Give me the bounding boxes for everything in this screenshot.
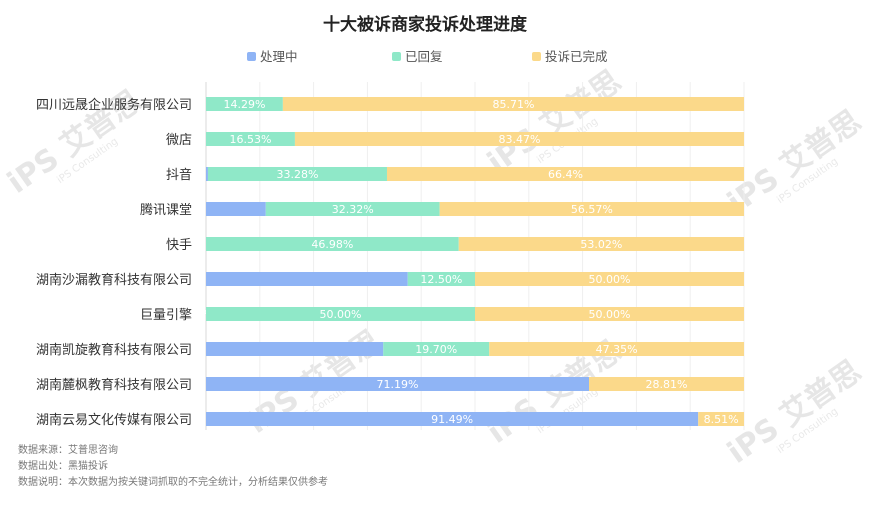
bar-segment bbox=[207, 167, 387, 181]
bar-segment bbox=[386, 167, 744, 181]
bar-segment bbox=[206, 97, 283, 111]
data-label: 66.4% bbox=[548, 168, 583, 181]
bar-segment bbox=[458, 237, 744, 251]
category-label: 腾讯课堂 bbox=[140, 202, 192, 218]
bar-segment bbox=[206, 307, 475, 321]
data-label: 91.49% bbox=[431, 413, 473, 426]
category-label: 巨量引擎 bbox=[140, 308, 192, 323]
data-label: 32.32% bbox=[332, 203, 374, 216]
chart-title: 十大被诉商家投诉处理进度 bbox=[323, 14, 528, 35]
category-label: 微店 bbox=[166, 133, 192, 148]
legend-label: 处理中 bbox=[260, 49, 298, 64]
category-label: 湖南麓枫教育科技有限公司 bbox=[36, 377, 192, 393]
data-label: 19.70% bbox=[415, 343, 457, 356]
bar-segment bbox=[265, 202, 440, 216]
legend-swatch bbox=[247, 52, 256, 61]
bar-segment bbox=[475, 307, 744, 321]
bar-segment bbox=[282, 97, 744, 111]
category-label: 四川远晟企业服务有限公司 bbox=[36, 97, 192, 113]
category-label: 抖音 bbox=[166, 167, 192, 183]
data-label: 12.50% bbox=[420, 273, 462, 286]
bar-segment bbox=[206, 412, 699, 426]
bar-segment bbox=[698, 412, 744, 426]
data-label: 46.98% bbox=[311, 238, 353, 251]
bar-segment bbox=[206, 132, 295, 146]
data-label: 83.47% bbox=[498, 133, 540, 146]
data-label: 8.51% bbox=[704, 413, 739, 426]
category-label: 湖南凯旋教育科技有限公司 bbox=[36, 342, 192, 358]
category-labels: 四川远晟企业服务有限公司微店抖音腾讯课堂快手湖南沙漏教育科技有限公司巨量引擎湖南… bbox=[36, 97, 192, 428]
data-label: 28.81% bbox=[646, 378, 688, 391]
bar-segment bbox=[589, 377, 744, 391]
legend-swatch bbox=[392, 52, 401, 61]
category-label: 湖南沙漏教育科技有限公司 bbox=[36, 272, 192, 288]
data-label: 71.19% bbox=[377, 378, 419, 391]
source-note: 数据出处：黑猫投诉 bbox=[18, 459, 108, 472]
bar-segment bbox=[407, 272, 475, 286]
data-label: 47.35% bbox=[596, 343, 638, 356]
legend-label: 投诉已完成 bbox=[545, 49, 608, 64]
bar-segment bbox=[206, 237, 459, 251]
data-label: 85.71% bbox=[492, 98, 534, 111]
bars: 14.29% 85.71% 16.53% 83.47% 33.28% 66.4% 32.32… bbox=[197, 97, 744, 426]
legend-label: 已回复 bbox=[405, 49, 443, 64]
bar-segment bbox=[383, 342, 490, 356]
data-label: 14.29% bbox=[223, 98, 265, 111]
legend-swatch bbox=[532, 52, 541, 61]
bar-segment bbox=[206, 342, 384, 356]
data-label: 50.00% bbox=[589, 308, 631, 321]
data-label: 53.02% bbox=[580, 238, 622, 251]
bar-segment bbox=[206, 377, 590, 391]
bar-segment bbox=[439, 202, 744, 216]
source-note: 数据来源：艾普思咨询 bbox=[18, 443, 118, 456]
legend: 处理中 已回复 投诉已完成 bbox=[247, 49, 608, 64]
bar-segment bbox=[475, 272, 744, 286]
category-label: 快手 bbox=[166, 238, 192, 253]
data-label: 50.00% bbox=[589, 273, 631, 286]
data-label: 16.53% bbox=[229, 133, 271, 146]
bar-segment bbox=[206, 272, 408, 286]
bar-segment bbox=[206, 167, 208, 181]
bar-segment bbox=[489, 342, 744, 356]
category-label: 湖南云易文化传媒有限公司 bbox=[36, 412, 192, 428]
watermark-text: iPS 艾普思 bbox=[481, 64, 627, 181]
source-notes: 数据来源：艾普思咨询数据出处：黑猫投诉数据说明：本次数据为按关键词抓取的不完全统… bbox=[18, 443, 328, 488]
data-label: 50.00% bbox=[320, 308, 362, 321]
bar-segment bbox=[206, 202, 266, 216]
source-note: 数据说明：本次数据为按关键词抓取的不完全统计，分析结果仅供参考 bbox=[18, 475, 328, 488]
bar-segment bbox=[294, 132, 744, 146]
data-label: 33.28% bbox=[276, 168, 318, 181]
data-label: 56.57% bbox=[571, 203, 613, 216]
